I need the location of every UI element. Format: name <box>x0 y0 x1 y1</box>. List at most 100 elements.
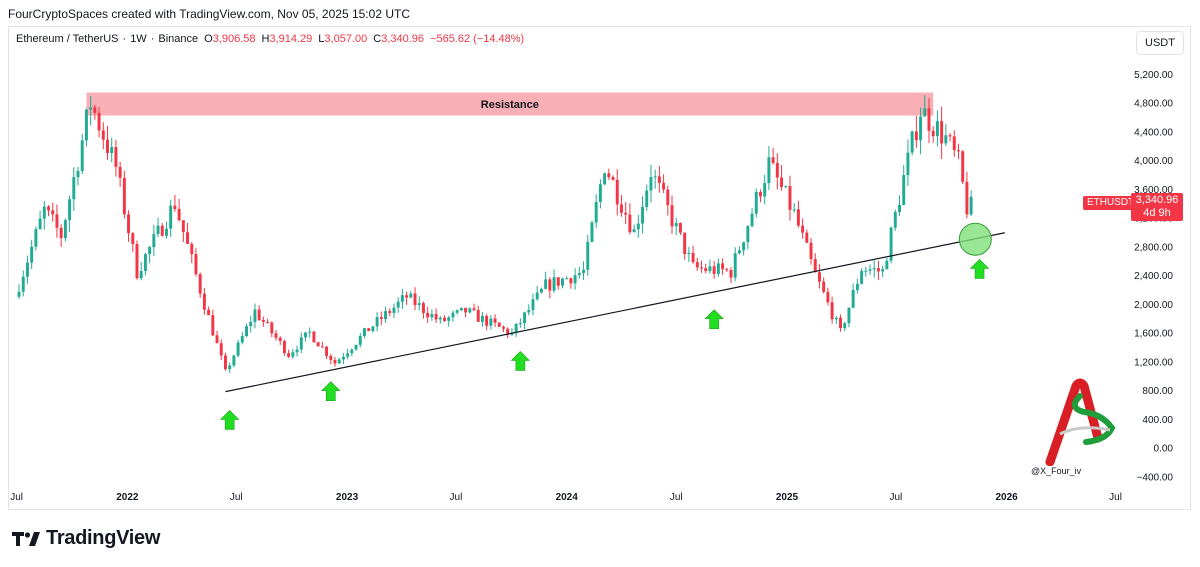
candle-body <box>843 323 847 329</box>
candle-body <box>106 139 109 153</box>
candle-body <box>573 275 577 284</box>
candle-body <box>464 307 468 313</box>
candle-body <box>923 108 927 117</box>
candle-body <box>350 349 354 354</box>
candle-body <box>354 344 358 350</box>
candle-body <box>358 336 362 345</box>
candle-body <box>721 263 725 270</box>
candle-body <box>590 222 594 242</box>
candle-body <box>468 308 472 313</box>
candle-body <box>127 214 131 234</box>
candle-body <box>586 241 590 270</box>
candle-body <box>228 365 232 370</box>
candle-body <box>190 243 194 255</box>
y-tick-label: 2,400.00 <box>1134 271 1173 282</box>
candle-body <box>725 269 729 271</box>
candle-body <box>780 177 784 188</box>
candle-body <box>927 108 931 131</box>
candle-body <box>270 322 274 334</box>
legend-exchange: Binance <box>158 33 199 45</box>
candle-body <box>561 278 564 286</box>
legend-change-value: −565.62 (−14.48%) <box>430 33 525 45</box>
candle-body <box>952 136 956 151</box>
candle-body <box>160 225 164 236</box>
candle-body <box>657 176 661 183</box>
candle-body <box>839 317 842 329</box>
candle-body <box>476 309 480 322</box>
tradingview-logo[interactable]: TradingView <box>12 527 160 550</box>
candle-body <box>889 227 893 261</box>
candle-body <box>139 270 143 279</box>
candle-body <box>21 276 25 292</box>
chart-credit: FourCryptoSpaces created with TradingVie… <box>8 7 410 21</box>
candle-body <box>893 211 897 228</box>
candle-body <box>299 337 303 350</box>
candle-body <box>30 246 34 263</box>
candle-body <box>565 278 569 280</box>
tradingview-logo-icon <box>12 531 40 546</box>
candle-body <box>392 307 396 313</box>
drawing-layer <box>219 222 1005 430</box>
candle-body <box>156 225 160 235</box>
candle-body <box>700 267 703 269</box>
candle-body <box>624 212 628 215</box>
candle-body <box>876 268 880 272</box>
candle-body <box>523 312 527 324</box>
candle-body <box>919 116 923 141</box>
x-tick-label: Jul <box>670 492 683 503</box>
support-arrow-icon <box>704 309 724 330</box>
candle-body <box>514 323 518 333</box>
candle-body <box>143 254 147 271</box>
candle-body <box>556 277 560 286</box>
author-logo <box>1045 378 1116 466</box>
candle-body <box>287 353 291 357</box>
candle-body <box>295 349 299 353</box>
candle-body <box>885 260 889 270</box>
x-tick-label: 2026 <box>996 492 1019 503</box>
candle-body <box>645 190 649 208</box>
candle-body <box>131 233 135 245</box>
candle-body <box>400 295 404 302</box>
candle-body <box>931 130 935 137</box>
candle-body <box>544 279 548 289</box>
candle-body <box>489 318 493 326</box>
candle-body <box>89 107 93 110</box>
candle-body <box>649 177 653 191</box>
candle-body <box>881 269 885 272</box>
legend-separator: · <box>122 33 127 45</box>
candle-body <box>906 152 910 176</box>
candle-body <box>396 301 400 308</box>
last-price-value: 3,340.96 <box>1135 194 1179 206</box>
candle-body <box>97 112 101 131</box>
candle-body <box>502 326 505 329</box>
axis-layer: 5,200.00 4,800.00 4,400.00 4,000.00 3,600.00… <box>10 70 1173 503</box>
candle-body <box>308 331 312 333</box>
candle-body <box>122 177 126 215</box>
y-tick-label: 4,400.00 <box>1134 127 1173 138</box>
symbol-price-tag: ETHUSDT <box>1083 196 1139 210</box>
legend-interval[interactable]: 1W <box>130 33 147 45</box>
candle-body <box>426 312 430 318</box>
candle-body <box>181 220 185 233</box>
candle-body <box>421 303 425 313</box>
candle-body <box>93 107 97 113</box>
support-highlight-circle <box>958 222 992 256</box>
candle-body <box>729 270 733 278</box>
support-arrow-icon <box>321 381 341 401</box>
candle-body <box>737 250 741 254</box>
legend-symbol[interactable]: Ethereum / TetherUS <box>16 33 119 45</box>
candle-body <box>813 259 817 273</box>
support-arrow-icon <box>510 351 531 371</box>
candle-body <box>611 177 615 180</box>
candle-body <box>678 222 682 233</box>
candle-body <box>375 317 379 327</box>
candle-body <box>708 266 712 272</box>
candle-body <box>173 205 177 210</box>
candle-body <box>957 150 960 152</box>
candle-body <box>211 315 215 336</box>
candle-body <box>607 173 611 178</box>
currency-button[interactable]: USDT <box>1136 31 1184 55</box>
candle-body <box>236 342 240 356</box>
candle-body <box>746 226 750 243</box>
